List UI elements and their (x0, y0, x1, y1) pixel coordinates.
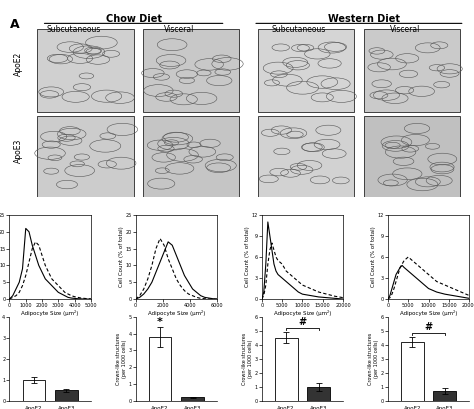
Text: Chow Diet: Chow Diet (106, 14, 162, 24)
FancyBboxPatch shape (143, 116, 239, 197)
Y-axis label: Cell Count (% of total): Cell Count (% of total) (371, 227, 376, 288)
Bar (181, 398, 204, 401)
FancyBboxPatch shape (364, 116, 460, 197)
Text: A: A (9, 18, 19, 31)
FancyBboxPatch shape (258, 116, 354, 197)
X-axis label: Adipocyte Size (μm²): Adipocyte Size (μm²) (400, 310, 457, 316)
Bar (275, 338, 298, 401)
FancyBboxPatch shape (143, 29, 239, 112)
Text: Western Diet: Western Diet (328, 14, 400, 24)
FancyBboxPatch shape (258, 29, 354, 112)
Bar (55, 390, 78, 401)
FancyBboxPatch shape (37, 29, 134, 112)
Text: ApoE2: ApoE2 (14, 52, 23, 76)
X-axis label: Adipocyte Size (μm²): Adipocyte Size (μm²) (21, 310, 79, 316)
Text: Subcutaneous: Subcutaneous (272, 25, 326, 34)
Bar (149, 337, 172, 401)
Text: ApoE3: ApoE3 (14, 139, 23, 163)
X-axis label: Adipocyte Size (μm²): Adipocyte Size (μm²) (147, 310, 205, 316)
Y-axis label: Cell Count (% of total): Cell Count (% of total) (245, 227, 250, 288)
Bar (307, 387, 330, 401)
Text: Subcutaneous: Subcutaneous (46, 25, 101, 34)
X-axis label: Adipocyte Size (μm²): Adipocyte Size (μm²) (274, 310, 331, 316)
Bar (433, 391, 456, 401)
Y-axis label: Crown-like structures
(per 1000 cells): Crown-like structures (per 1000 cells) (242, 333, 253, 385)
Bar (401, 342, 424, 401)
Text: #: # (298, 317, 307, 327)
Text: #: # (425, 322, 433, 332)
Y-axis label: Cell Count (% of total): Cell Count (% of total) (119, 227, 124, 288)
Bar (22, 380, 46, 401)
Y-axis label: Crown-like structures
(per 1000 cells): Crown-like structures (per 1000 cells) (0, 333, 1, 385)
Y-axis label: Crown-like structures
(per 1000 cells): Crown-like structures (per 1000 cells) (116, 333, 127, 385)
FancyBboxPatch shape (37, 116, 134, 197)
Text: Visceral: Visceral (390, 25, 420, 34)
Text: Visceral: Visceral (164, 25, 195, 34)
FancyBboxPatch shape (364, 29, 460, 112)
Y-axis label: Crown-like structures
(per 1000 cells): Crown-like structures (per 1000 cells) (368, 333, 379, 385)
Text: *: * (157, 317, 163, 327)
